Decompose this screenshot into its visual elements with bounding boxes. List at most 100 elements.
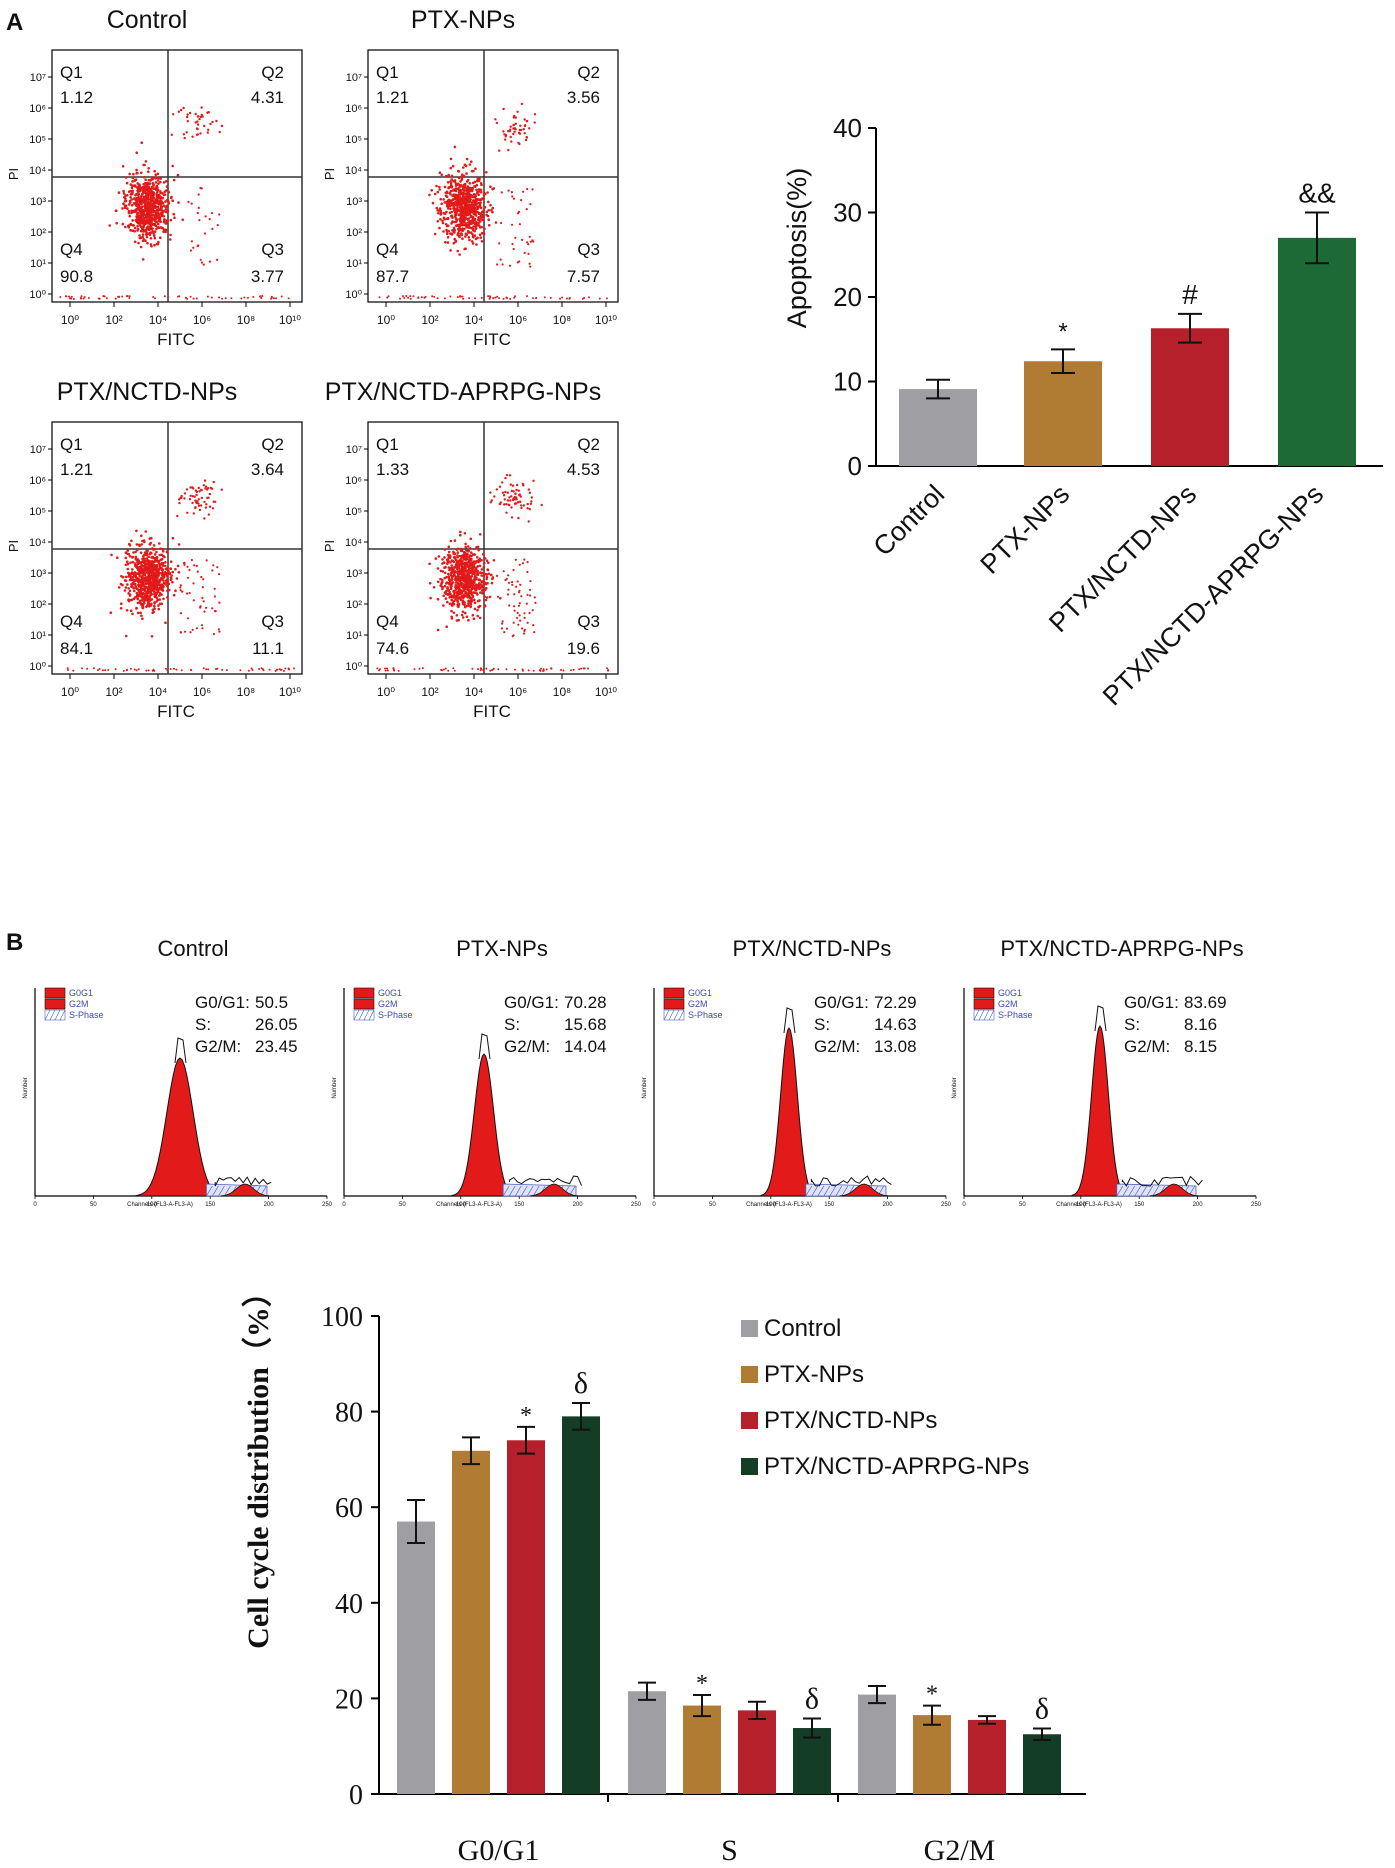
apoptosis-y-tick-label: 40 (833, 113, 862, 143)
event-dot (473, 587, 476, 590)
event-dot (206, 295, 209, 298)
cell-cycle-bar (1023, 1734, 1061, 1794)
cell-cycle-significance-mark: * (696, 1671, 708, 1697)
cell-cycle-significance-mark: * (520, 1403, 532, 1429)
quadrant-q1-value: 1.21 (376, 88, 409, 107)
event-dot (467, 231, 470, 234)
event-dot (454, 188, 458, 191)
event-dot (169, 578, 173, 581)
event-dot (445, 232, 449, 235)
event-dot (449, 193, 452, 196)
event-dot (183, 561, 186, 565)
event-dot (475, 179, 479, 183)
event-dot (458, 223, 461, 226)
event-dot (206, 131, 209, 134)
event-dot (448, 211, 452, 215)
event-dot (165, 205, 169, 209)
event-dot (447, 669, 450, 672)
event-dot (472, 617, 476, 620)
cell-cycle-bar (683, 1705, 721, 1794)
event-dot (478, 616, 482, 620)
y-tick-label: 10⁴ (345, 537, 362, 549)
event-dot (450, 609, 453, 613)
event-dot (470, 222, 474, 225)
event-dot (464, 247, 467, 250)
event-dot (517, 210, 521, 213)
event-dot (140, 543, 143, 546)
event-dot (65, 295, 68, 298)
event-dot (532, 479, 535, 482)
event-dot (114, 668, 117, 671)
event-dot (159, 195, 162, 199)
event-dot (217, 628, 220, 631)
event-dot (133, 668, 136, 671)
event-dot (141, 557, 144, 561)
event-dot (134, 586, 138, 589)
event-dot (508, 264, 512, 267)
histogram-stat-name: S: (1124, 1015, 1140, 1034)
event-dot (457, 567, 461, 570)
event-dot (225, 669, 228, 672)
x-tick-label: 10⁰ (377, 685, 395, 699)
event-dot (461, 599, 465, 602)
event-dot (498, 297, 501, 300)
event-dot (153, 230, 157, 233)
event-dot (136, 548, 139, 552)
event-dot (446, 181, 450, 184)
event-dot (528, 262, 531, 265)
event-dot (156, 588, 159, 591)
cell-cycle-legend-swatch (741, 1320, 758, 1337)
event-dot (485, 575, 489, 579)
event-dot (487, 561, 490, 565)
event-dot (478, 201, 482, 204)
quadrant-q3-value: 7.57 (567, 267, 600, 286)
event-dot (201, 596, 204, 600)
event-dot (463, 564, 467, 567)
event-dot (189, 494, 192, 497)
event-dot (423, 296, 426, 299)
event-dot (488, 595, 492, 599)
histogram-s-phase-hatch (1122, 1185, 1130, 1197)
event-dot (151, 608, 155, 612)
event-dot (463, 605, 467, 609)
event-dot (188, 592, 191, 595)
event-dot (478, 564, 482, 568)
event-dot (220, 488, 223, 491)
event-dot (148, 590, 152, 593)
event-dot (477, 216, 480, 219)
event-dot (461, 227, 464, 230)
event-dot (463, 556, 467, 560)
event-dot (204, 487, 207, 490)
event-dot (470, 599, 473, 603)
event-dot (465, 186, 468, 190)
event-dot (262, 669, 265, 672)
event-dot (185, 488, 189, 491)
quadrant-q4-value: 84.1 (60, 639, 93, 658)
event-dot (525, 208, 528, 211)
histogram-raw-outline (810, 1175, 892, 1187)
event-dot (476, 190, 479, 194)
event-dot (449, 202, 452, 205)
event-dot (155, 196, 159, 200)
event-dot (526, 295, 528, 298)
event-dot (445, 224, 449, 228)
histogram-stat-name: S: (814, 1015, 830, 1034)
event-dot (150, 598, 154, 601)
event-dot (503, 133, 506, 136)
event-dot (164, 180, 168, 183)
flow-plot-title: PTX/NCTD-NPs (57, 378, 238, 406)
event-dot (163, 564, 167, 568)
event-dot (519, 124, 522, 128)
event-dot (102, 295, 105, 298)
event-dot (169, 567, 173, 570)
event-dot (523, 632, 526, 635)
event-dot (159, 547, 162, 550)
event-dot (446, 559, 450, 562)
event-dot (494, 221, 498, 224)
event-dot (504, 476, 507, 480)
event-dot (450, 174, 454, 178)
event-dot (522, 190, 525, 193)
event-dot (218, 213, 221, 216)
event-dot (444, 191, 448, 195)
event-dot (131, 568, 134, 571)
